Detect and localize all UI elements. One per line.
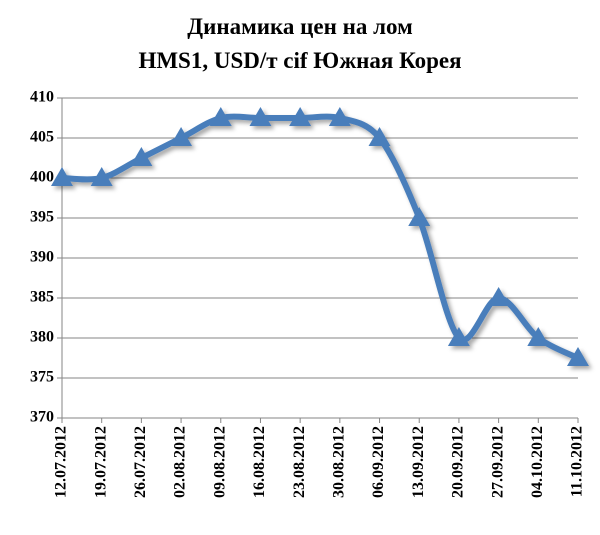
y-tick-label: 395 <box>30 209 54 226</box>
marker <box>408 207 431 226</box>
marker <box>130 147 153 166</box>
marker <box>51 167 73 186</box>
y-tick-label: 400 <box>30 169 54 186</box>
x-tick-label: 12.07.2012 <box>53 426 70 498</box>
marker <box>487 287 510 306</box>
x-tick-label: 26.07.2012 <box>132 426 149 498</box>
marker <box>328 107 351 126</box>
x-tick-label: 04.10.2012 <box>529 426 546 498</box>
x-tick-label: 27.09.2012 <box>489 426 506 498</box>
marker <box>447 327 470 346</box>
y-tick-label: 405 <box>30 129 54 146</box>
marker <box>567 347 589 366</box>
x-tick-label: 20.09.2012 <box>450 426 467 498</box>
x-tick-label: 23.08.2012 <box>291 426 308 498</box>
x-tick-label: 19.07.2012 <box>92 426 109 498</box>
x-tick-label: 30.08.2012 <box>331 426 348 498</box>
chart-title: HMS1, USD/т cif Южная Корея <box>138 48 461 73</box>
x-tick-label: 16.08.2012 <box>251 426 268 498</box>
x-tick-label: 11.10.2012 <box>569 426 586 497</box>
y-tick-label: 410 <box>30 89 54 106</box>
x-tick-label: 02.08.2012 <box>172 426 189 498</box>
y-tick-label: 380 <box>30 329 54 346</box>
marker <box>209 107 232 126</box>
marker <box>368 127 391 146</box>
x-tick-label: 13.09.2012 <box>410 426 427 498</box>
y-tick-label: 390 <box>30 249 54 266</box>
y-tick-label: 370 <box>30 409 54 426</box>
marker <box>527 327 550 346</box>
x-tick-label: 09.08.2012 <box>211 426 228 498</box>
y-tick-label: 385 <box>30 289 54 306</box>
x-tick-label: 06.09.2012 <box>370 426 387 498</box>
marker <box>170 127 193 146</box>
marker <box>249 107 272 126</box>
chart-title: Динамика цен на лом <box>187 14 413 39</box>
series <box>51 107 589 366</box>
marker <box>90 167 113 186</box>
y-tick-label: 375 <box>30 369 54 386</box>
marker <box>289 107 312 126</box>
